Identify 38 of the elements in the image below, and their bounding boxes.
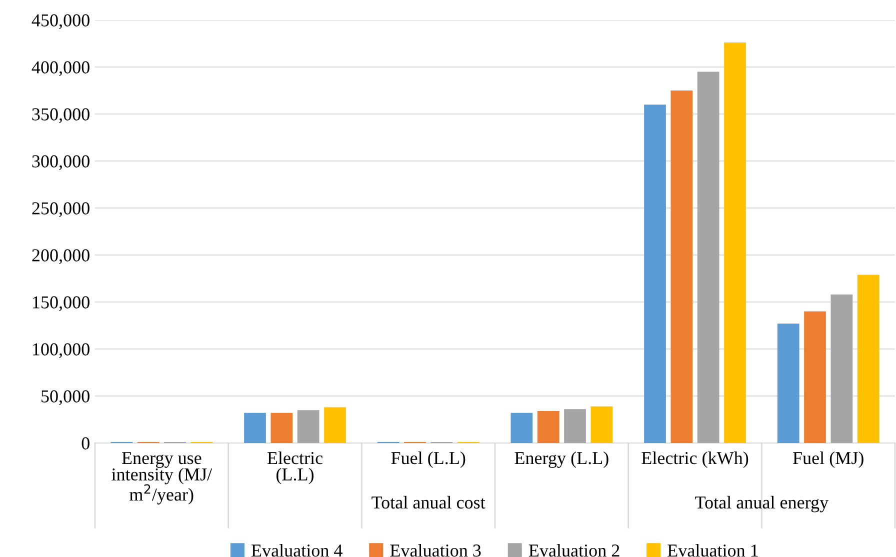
bar xyxy=(510,412,533,443)
bar xyxy=(324,407,346,443)
legend-label: Evaluation 3 xyxy=(390,544,481,557)
bar xyxy=(590,406,613,443)
x-tick-label: Fuel (L.L) xyxy=(391,451,466,468)
y-tick-label: 300,000 xyxy=(32,155,90,170)
bar xyxy=(804,311,826,443)
bar xyxy=(670,90,693,443)
y-tick-label: 150,000 xyxy=(33,296,90,312)
bar xyxy=(830,294,853,443)
y-tick-label: 350,000 xyxy=(32,108,90,124)
x-tick-label: Electric (L.L) xyxy=(267,451,323,484)
text: Total anual cost xyxy=(372,496,486,509)
legend-label: Evaluation 4 xyxy=(252,544,342,557)
y-tick-label: 0 xyxy=(82,437,90,450)
bar xyxy=(270,412,293,443)
legend-label: Evaluation 2 xyxy=(528,544,620,557)
y-tick-label: 100,000 xyxy=(33,343,90,358)
bar xyxy=(297,410,320,443)
bar xyxy=(724,42,746,443)
x-tick-label: Energy use intensity (MJ/ m$^{2}$/year) xyxy=(112,452,212,504)
bar xyxy=(644,104,666,443)
bar xyxy=(777,324,800,443)
bar xyxy=(857,274,880,443)
x-tick-label: Fuel (MJ) xyxy=(792,451,864,468)
bar xyxy=(697,72,720,443)
y-tick-label: 200,000 xyxy=(32,249,90,264)
y-tick-label: 250,000 xyxy=(32,202,90,218)
y-tick-label: 400,000 xyxy=(32,61,90,76)
x-tick-label: Electric (kWh) xyxy=(642,451,748,468)
x-tick-label: Energy (L.L) xyxy=(514,451,608,468)
legend-label: Evaluation 1 xyxy=(668,544,758,557)
bar xyxy=(537,411,560,443)
text: Total anual energy xyxy=(695,496,828,512)
bar xyxy=(244,412,266,443)
y-tick-label: 450,000 xyxy=(32,14,90,30)
bar xyxy=(564,409,586,443)
y-tick-label: 50,000 xyxy=(42,390,90,406)
